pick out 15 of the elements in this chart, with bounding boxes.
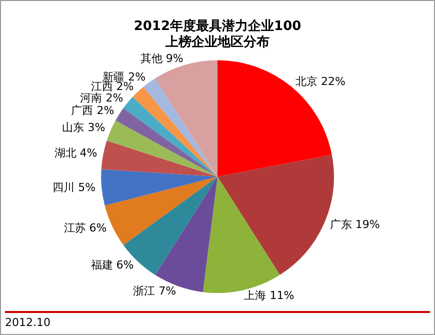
slice-label: 江苏 6%	[64, 222, 107, 235]
text: 2012.10	[5, 311, 430, 329]
slice-label: 浙江 7%	[133, 284, 176, 298]
text: 2012年度最具潜力企业100	[134, 19, 302, 34]
slice-label: 北京 22%	[296, 75, 346, 88]
slice-label: 湖北 4%	[54, 146, 98, 160]
slice-label: 广西 2%	[71, 104, 114, 117]
text: 上榜企业地区分布	[166, 34, 270, 50]
slice-label: 福建 6%	[90, 258, 134, 272]
slice-label: 其他 9%	[140, 52, 184, 65]
slice-label: 山东 3%	[62, 120, 106, 134]
slice-label: 河南 2%	[80, 91, 124, 104]
slice-label: 四川 5%	[52, 180, 96, 194]
slice-label: 广东 19%	[330, 218, 380, 232]
slice-label: 上海 11%	[244, 288, 294, 302]
